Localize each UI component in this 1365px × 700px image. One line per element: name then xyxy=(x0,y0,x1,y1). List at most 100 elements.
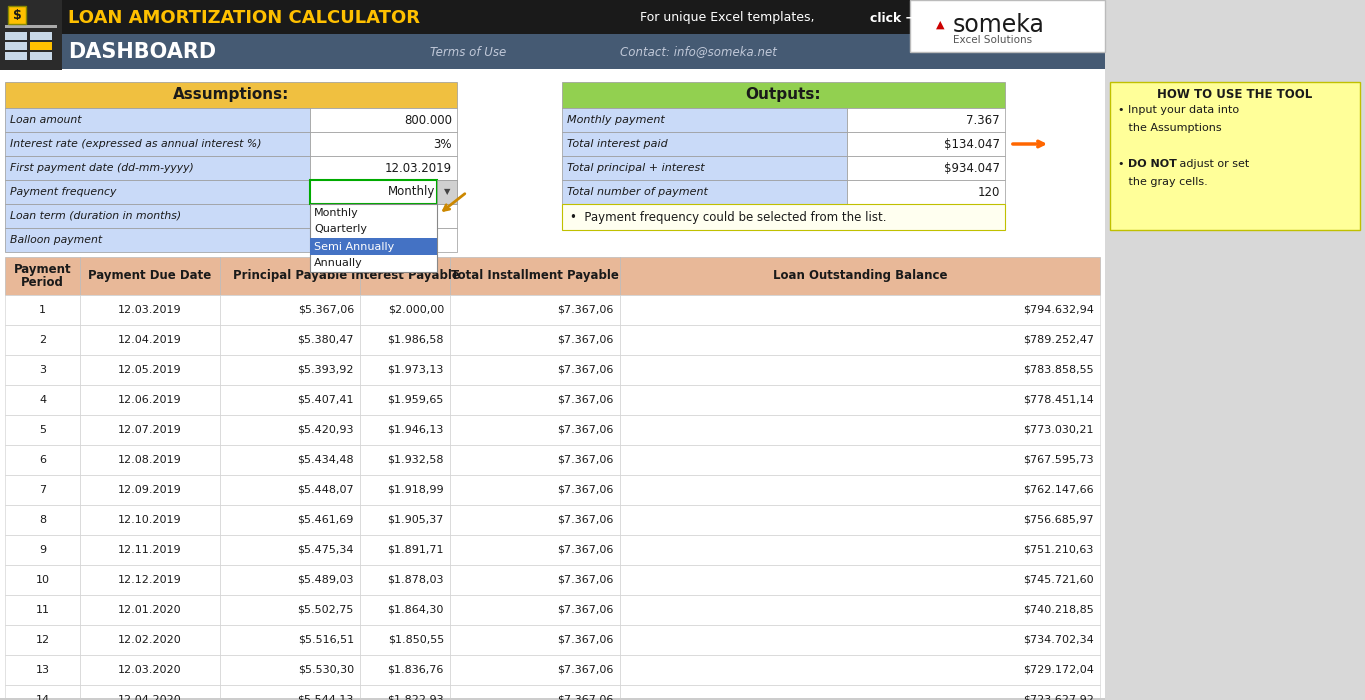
Text: adjust or set: adjust or set xyxy=(1177,159,1249,169)
Text: LOAN AMORTIZATION CALCULATOR: LOAN AMORTIZATION CALCULATOR xyxy=(68,9,420,27)
Bar xyxy=(562,156,848,180)
Bar xyxy=(81,595,220,625)
Bar xyxy=(310,108,457,132)
Bar xyxy=(450,415,620,445)
Text: 14: 14 xyxy=(35,695,49,700)
Text: $1.946,13: $1.946,13 xyxy=(388,425,444,435)
Text: 12.01.2020: 12.01.2020 xyxy=(119,605,182,615)
Bar xyxy=(562,204,1005,230)
Bar xyxy=(360,415,450,445)
Bar xyxy=(220,257,360,295)
Bar xyxy=(5,156,310,180)
Text: $5.516,51: $5.516,51 xyxy=(298,635,354,645)
Text: • Input your data into: • Input your data into xyxy=(1118,105,1239,115)
Text: $5.380,47: $5.380,47 xyxy=(298,335,354,345)
Text: $7.367,06: $7.367,06 xyxy=(558,365,614,375)
Bar xyxy=(5,52,27,60)
Bar xyxy=(81,355,220,385)
Bar xyxy=(220,595,360,625)
Bar xyxy=(620,565,1100,595)
Bar xyxy=(5,82,457,108)
Bar xyxy=(310,132,457,156)
Bar xyxy=(360,295,450,325)
Bar xyxy=(360,325,450,355)
Bar xyxy=(5,295,81,325)
Bar xyxy=(620,625,1100,655)
Text: $134.047: $134.047 xyxy=(945,137,1001,150)
Text: 12.03.2020: 12.03.2020 xyxy=(119,665,182,675)
Bar xyxy=(620,325,1100,355)
Text: $5.530,30: $5.530,30 xyxy=(298,665,354,675)
Bar xyxy=(360,595,450,625)
Bar xyxy=(5,655,81,685)
Text: $5.489,03: $5.489,03 xyxy=(298,575,354,585)
Bar xyxy=(5,445,81,475)
Bar xyxy=(450,565,620,595)
Bar xyxy=(30,32,52,40)
Text: Assumptions:: Assumptions: xyxy=(173,88,289,102)
Bar xyxy=(848,132,1005,156)
Bar xyxy=(620,385,1100,415)
Text: $794.632,94: $794.632,94 xyxy=(1024,305,1093,315)
Bar xyxy=(562,180,848,204)
Bar xyxy=(450,505,620,535)
Text: $1.959,65: $1.959,65 xyxy=(388,395,444,405)
Text: 3%: 3% xyxy=(434,137,452,150)
Text: $7.367,06: $7.367,06 xyxy=(558,335,614,345)
Text: 12.03.2019: 12.03.2019 xyxy=(385,162,452,174)
Text: Semi Annually: Semi Annually xyxy=(314,241,394,251)
Text: $756.685,97: $756.685,97 xyxy=(1024,515,1093,525)
Bar xyxy=(450,475,620,505)
Bar xyxy=(5,132,310,156)
Text: 12.05.2019: 12.05.2019 xyxy=(119,365,182,375)
Bar xyxy=(5,505,81,535)
Text: $934.047: $934.047 xyxy=(945,162,1001,174)
Bar xyxy=(310,228,457,252)
Text: $5.544,13: $5.544,13 xyxy=(298,695,354,700)
Text: Interest rate (expressed as annual interest %): Interest rate (expressed as annual inter… xyxy=(10,139,262,149)
Text: 12: 12 xyxy=(35,635,49,645)
Bar xyxy=(220,505,360,535)
Text: $5.407,41: $5.407,41 xyxy=(298,395,354,405)
Text: $1.973,13: $1.973,13 xyxy=(388,365,444,375)
Bar xyxy=(360,505,450,535)
Text: ▲: ▲ xyxy=(936,20,945,30)
Text: Loan term (duration in months): Loan term (duration in months) xyxy=(10,211,182,221)
Text: $7.367,06: $7.367,06 xyxy=(558,425,614,435)
Text: $1.918,99: $1.918,99 xyxy=(388,485,444,495)
Text: Total Installment Payable: Total Installment Payable xyxy=(450,270,618,283)
Text: $2.000,00: $2.000,00 xyxy=(388,305,444,315)
Bar xyxy=(0,0,61,70)
Text: $5.434,48: $5.434,48 xyxy=(298,455,354,465)
Text: the gray cells.: the gray cells. xyxy=(1118,177,1208,187)
Bar xyxy=(220,655,360,685)
Bar xyxy=(450,595,620,625)
Text: Terms of Use: Terms of Use xyxy=(430,46,506,59)
Bar xyxy=(310,204,437,272)
Text: •  Payment frequency could be selected from the list.: • Payment frequency could be selected fr… xyxy=(571,211,886,223)
Text: Monthly: Monthly xyxy=(314,207,359,218)
Bar xyxy=(562,108,848,132)
Bar xyxy=(360,655,450,685)
Text: $7.367,06: $7.367,06 xyxy=(558,395,614,405)
Text: $5.367,06: $5.367,06 xyxy=(298,305,354,315)
Text: $740.218,85: $740.218,85 xyxy=(1024,605,1093,615)
Bar xyxy=(220,535,360,565)
Text: $789.252,47: $789.252,47 xyxy=(1022,335,1093,345)
Text: $783.858,55: $783.858,55 xyxy=(1024,365,1093,375)
Bar xyxy=(620,475,1100,505)
Text: $1.905,37: $1.905,37 xyxy=(388,515,444,525)
Bar xyxy=(220,295,360,325)
Text: •: • xyxy=(1118,159,1127,169)
Bar xyxy=(620,655,1100,685)
Text: 1: 1 xyxy=(40,305,46,315)
Bar xyxy=(360,385,450,415)
Bar xyxy=(81,295,220,325)
Bar xyxy=(360,535,450,565)
Text: Period: Period xyxy=(20,276,64,289)
Text: 8: 8 xyxy=(40,515,46,525)
Text: click →: click → xyxy=(870,11,916,25)
Text: $723.627,92: $723.627,92 xyxy=(1024,695,1093,700)
Text: For unique Excel templates,: For unique Excel templates, xyxy=(640,11,819,25)
Bar xyxy=(220,685,360,700)
